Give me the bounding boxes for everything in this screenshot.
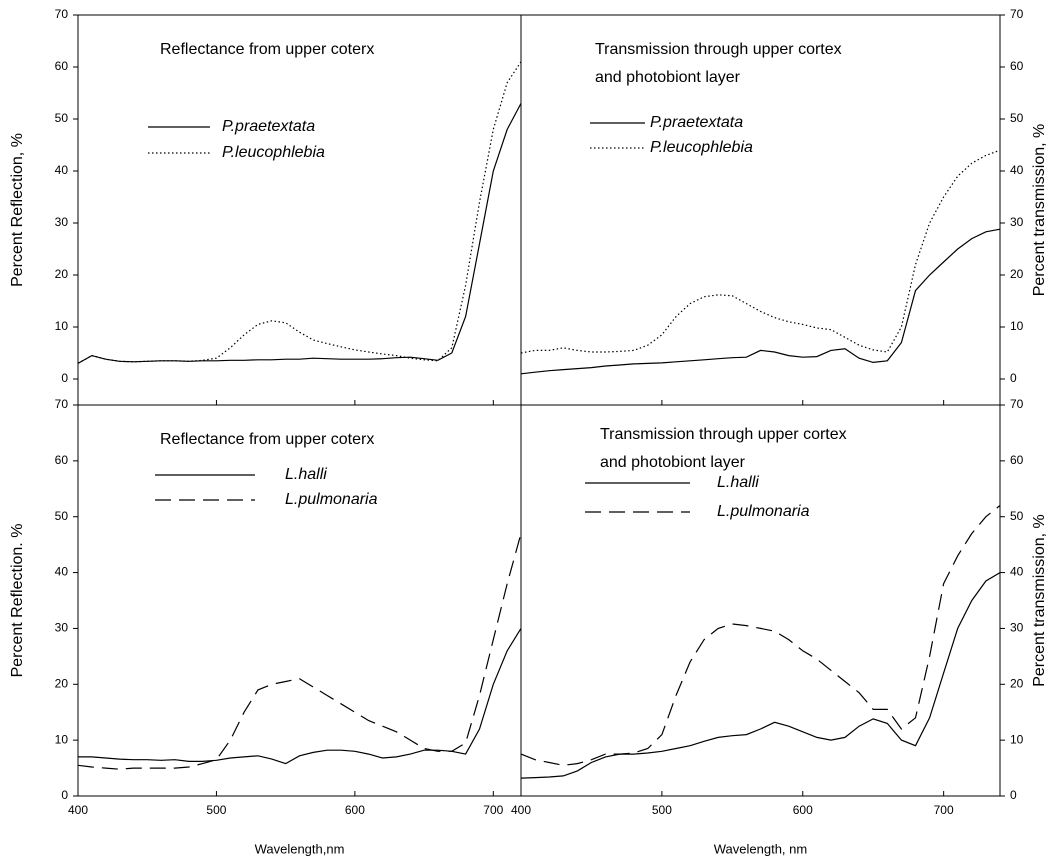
y-tick-label: 50 xyxy=(55,111,69,125)
y-tick-label: 70 xyxy=(1010,397,1024,411)
y-tick-label: 70 xyxy=(55,7,69,21)
x-tick-label: 500 xyxy=(652,803,672,817)
y-tick-label: 40 xyxy=(55,565,69,579)
series-line xyxy=(520,572,1001,779)
annotation: and photobiont layer xyxy=(600,454,746,471)
series-line xyxy=(77,533,522,770)
series-line xyxy=(520,505,1001,766)
y-tick-label: 20 xyxy=(55,267,69,281)
y-tick-label: 10 xyxy=(55,732,69,746)
y-axis-title: Percent Reflection, % xyxy=(9,133,26,287)
y-tick-label: 40 xyxy=(1010,163,1024,177)
x-axis-title: Wavelength, nm xyxy=(714,841,807,856)
y-tick-label: 60 xyxy=(1010,59,1024,73)
x-tick-label: 500 xyxy=(206,803,226,817)
y-tick-label: 30 xyxy=(55,621,69,635)
legend-label: P.praetextata xyxy=(222,118,315,135)
legend-label: L.halli xyxy=(285,466,327,483)
y-tick-label: 10 xyxy=(1010,732,1024,746)
legend-label: L.pulmonaria xyxy=(717,503,810,520)
legend-label: P.leucophlebia xyxy=(222,144,325,161)
series-line xyxy=(77,61,522,364)
plot-frame xyxy=(520,14,1001,406)
y-tick-label: 0 xyxy=(61,371,68,385)
y-tick-label: 70 xyxy=(1010,7,1024,21)
x-tick-label: 400 xyxy=(511,803,531,817)
y-tick-label: 50 xyxy=(1010,111,1024,125)
series-line xyxy=(520,228,1001,375)
x-tick-label: 700 xyxy=(934,803,954,817)
x-tick-label: 700 xyxy=(483,803,503,817)
y-tick-label: 60 xyxy=(55,59,69,73)
x-tick-label: 600 xyxy=(793,803,813,817)
annotation: Reflectance from upper coterx xyxy=(160,431,374,448)
y-tick-label: 70 xyxy=(55,397,69,411)
y-axis-title: Percent transmission, % xyxy=(1031,124,1048,297)
plot-frame xyxy=(520,404,1001,797)
plot-frame xyxy=(77,404,522,797)
y-tick-label: 20 xyxy=(1010,267,1024,281)
y-tick-label: 40 xyxy=(55,163,69,177)
y-axis-title: Percent transmission, % xyxy=(1031,514,1048,687)
legend-label: L.pulmonaria xyxy=(285,491,378,508)
annotation: Transmission through upper cortex xyxy=(595,41,842,58)
y-tick-label: 50 xyxy=(1010,509,1024,523)
y-axis-title: Percent Reflection. % xyxy=(9,524,26,678)
y-tick-label: 30 xyxy=(55,215,69,229)
y-tick-label: 0 xyxy=(1010,371,1017,385)
x-tick-label: 400 xyxy=(68,803,88,817)
y-tick-label: 0 xyxy=(61,788,68,802)
series-line xyxy=(77,103,522,364)
y-tick-label: 60 xyxy=(55,453,69,467)
x-axis-title: Wavelength,nm xyxy=(255,841,345,856)
y-tick-label: 20 xyxy=(55,676,69,690)
x-tick-label: 600 xyxy=(345,803,365,817)
annotation: and photobiont layer xyxy=(595,69,741,86)
y-tick-label: 0 xyxy=(1010,788,1017,802)
annotation: Transmission through upper cortex xyxy=(600,426,847,443)
y-tick-label: 60 xyxy=(1010,453,1024,467)
y-tick-label: 10 xyxy=(1010,319,1024,333)
y-tick-label: 50 xyxy=(55,509,69,523)
y-tick-label: 20 xyxy=(1010,676,1024,690)
y-tick-label: 30 xyxy=(1010,621,1024,635)
legend-label: L.halli xyxy=(717,474,759,491)
y-tick-label: 30 xyxy=(1010,215,1024,229)
legend-label: P.leucophlebia xyxy=(650,139,753,156)
annotation: Reflectance from upper coterx xyxy=(160,41,374,58)
y-tick-label: 40 xyxy=(1010,565,1024,579)
legend-label: P.praetextata xyxy=(650,114,743,131)
y-tick-label: 10 xyxy=(55,319,69,333)
series-line xyxy=(520,149,1001,354)
series-line xyxy=(78,628,522,765)
